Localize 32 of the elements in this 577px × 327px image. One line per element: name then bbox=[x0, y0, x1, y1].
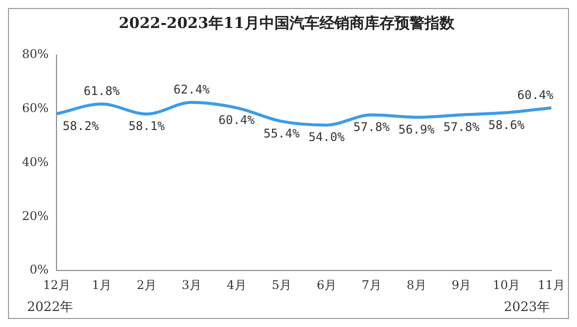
x-tick-label: 1月 bbox=[92, 278, 112, 292]
data-label: 55.4% bbox=[263, 126, 300, 140]
data-label: 54.0% bbox=[308, 130, 346, 144]
y-tick-label: 80% bbox=[22, 47, 49, 62]
x-tick-label: 8月 bbox=[406, 278, 426, 292]
data-label: 57.8% bbox=[353, 120, 390, 134]
x-tick-label: 3月 bbox=[182, 278, 202, 292]
data-label: 57.8% bbox=[443, 120, 480, 134]
x-tick-label: 2月 bbox=[136, 278, 156, 292]
data-label: 56.9% bbox=[398, 122, 436, 136]
x-tick-label: 10月 bbox=[492, 278, 520, 292]
x-tick-label: 5月 bbox=[272, 278, 292, 292]
data-label: 61.8% bbox=[84, 84, 120, 98]
text: 2023年 bbox=[504, 300, 550, 315]
data-label: 62.4% bbox=[174, 82, 210, 97]
y-tick-label: 60% bbox=[22, 101, 49, 116]
y-tick-label: 20% bbox=[22, 208, 49, 223]
x-tick-label: 12月 bbox=[43, 278, 70, 292]
x-tick-label: 7月 bbox=[362, 278, 382, 292]
data-label: 60.4% bbox=[517, 88, 554, 102]
x-tick-label: 9月 bbox=[452, 278, 472, 292]
x-tick-label: 4月 bbox=[226, 278, 246, 292]
y-tick-label: 40% bbox=[22, 154, 49, 169]
data-label: 58.1% bbox=[128, 119, 166, 134]
text: 2022年 bbox=[27, 300, 74, 315]
x-tick-label: 6月 bbox=[316, 278, 336, 292]
data-label: 60.4% bbox=[218, 112, 256, 127]
data-label: 58.6% bbox=[488, 118, 526, 132]
chart-title: 2022-2023年11月中国汽车经销商库存预警指数 bbox=[118, 14, 456, 32]
y-tick-label: 0% bbox=[30, 262, 49, 277]
data-label: 58.2% bbox=[62, 118, 100, 133]
x-tick-label: 11月 bbox=[538, 278, 566, 292]
